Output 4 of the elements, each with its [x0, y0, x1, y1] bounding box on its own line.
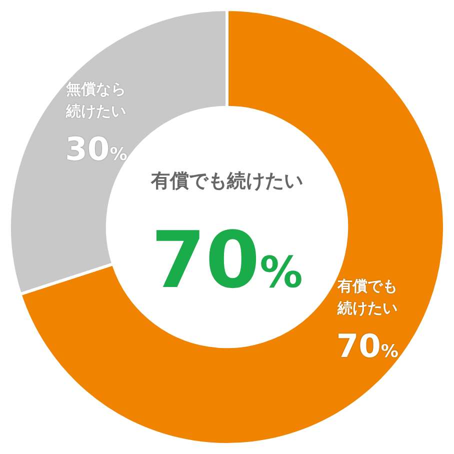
slice-label: 有償でも続けたい [336, 276, 398, 317]
text: 70% [151, 216, 303, 306]
text: 有償でも続けたい [150, 170, 303, 192]
data-label: 70% [336, 327, 399, 366]
